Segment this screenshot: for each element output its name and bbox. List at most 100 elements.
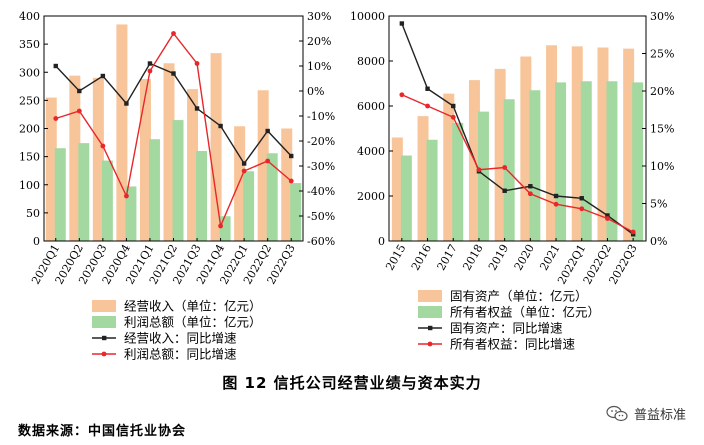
line-series-growth-a xyxy=(401,23,634,235)
point-2020 xyxy=(528,184,533,189)
watermark: 普益标准 xyxy=(606,404,686,423)
x-tick-label: 2018 xyxy=(460,242,485,273)
point-2022Q1 xyxy=(241,168,247,174)
y-tick-label: 350 xyxy=(19,38,40,51)
bar-primary-2015 xyxy=(391,137,403,241)
wechat-icon xyxy=(606,405,628,421)
bar-secondary-2021Q3 xyxy=(196,151,208,241)
figure-caption: 图 12 信托公司经营业绩与资本实力 xyxy=(222,374,482,392)
bar-secondary-2017 xyxy=(452,122,464,241)
y-tick-label: 250 xyxy=(19,94,40,107)
legend-swatch xyxy=(92,316,116,328)
bar-secondary-2022Q3 xyxy=(632,82,644,241)
y2-tick-label: -40% xyxy=(307,185,335,198)
point-2021Q2 xyxy=(171,71,176,76)
legend-label: 固有资产（单位：亿元） xyxy=(450,289,588,304)
bar-primary-2022Q2 xyxy=(597,47,609,241)
bar-secondary-2015 xyxy=(400,155,412,241)
bar-primary-2016 xyxy=(417,116,429,241)
legend-marker xyxy=(427,341,433,347)
legend-label: 固有资产：同比增速 xyxy=(450,321,563,336)
y2-tick-label: -60% xyxy=(307,235,335,248)
y2-tick-label: 0% xyxy=(650,235,667,248)
y2-tick-label: -10% xyxy=(307,110,335,123)
bar-primary-2021Q2 xyxy=(163,63,175,241)
point-2020Q2 xyxy=(77,88,82,94)
y-tick-label: 0 xyxy=(33,235,40,248)
bar-primary-2022Q3 xyxy=(281,128,293,241)
bar-primary-2021Q1 xyxy=(139,79,151,241)
x-tick-label: 2017 xyxy=(435,242,460,273)
bar-secondary-2022Q1 xyxy=(580,81,592,241)
bar-primary-2017 xyxy=(443,93,455,241)
y2-tick-label: -30% xyxy=(307,160,335,173)
legend-label: 所有者权益：同比增速 xyxy=(450,337,576,352)
legend-marker xyxy=(101,351,107,357)
point-2021Q4 xyxy=(218,223,223,229)
legend-label: 利润总额：同比增速 xyxy=(124,347,237,362)
point-2019 xyxy=(502,188,507,193)
y2-tick-label: 30% xyxy=(650,10,674,23)
x-tick-label: 2020 xyxy=(512,242,537,273)
x-tick-label: 2021 xyxy=(537,242,562,273)
point-2022Q1 xyxy=(579,206,585,212)
bar-primary-2020Q2 xyxy=(69,75,81,241)
legend-marker xyxy=(102,335,107,341)
y-tick-label: 200 xyxy=(19,123,40,136)
point-2021 xyxy=(553,193,559,199)
bar-secondary-2020Q3 xyxy=(101,160,113,241)
bar-secondary-2020Q1 xyxy=(54,148,66,241)
bar-primary-2022Q1 xyxy=(234,126,246,241)
x-tick-label: 2015 xyxy=(383,242,408,273)
y-tick-label: 6000 xyxy=(357,100,385,113)
legend-swatch xyxy=(92,300,116,312)
point-2016 xyxy=(425,103,430,109)
bar-secondary-2019 xyxy=(503,99,515,241)
legend-label: 所有者权益（单位：亿元） xyxy=(450,305,600,320)
point-2021Q2 xyxy=(171,31,176,36)
point-2022Q3 xyxy=(289,153,294,159)
point-2020Q3 xyxy=(100,73,106,79)
x-tick-label: 2019 xyxy=(486,242,511,273)
bar-primary-2021 xyxy=(546,45,558,241)
point-2015 xyxy=(399,21,405,26)
bar-secondary-2021Q4 xyxy=(219,216,231,241)
y2-tick-label: 20% xyxy=(650,85,674,98)
bar-secondary-2022Q2 xyxy=(266,153,278,241)
watermark-text: 普益标准 xyxy=(633,408,686,423)
point-2020Q4 xyxy=(124,101,129,106)
bar-primary-2021Q3 xyxy=(187,89,199,241)
y2-tick-label: 15% xyxy=(650,123,674,136)
bar-primary-2022Q2 xyxy=(257,90,269,241)
y-tick-label: 0 xyxy=(378,235,385,248)
legend-marker xyxy=(428,325,433,331)
bar-primary-2019 xyxy=(494,68,506,241)
point-2021Q3 xyxy=(194,61,200,66)
y2-tick-label: -20% xyxy=(307,135,335,148)
data-source-note: 数据来源：中国信托业协会 xyxy=(18,424,187,439)
y-tick-label: 100 xyxy=(19,179,40,192)
bar-secondary-2022Q1 xyxy=(243,171,255,241)
y-tick-label: 2000 xyxy=(357,190,385,203)
bar-primary-2021Q4 xyxy=(210,53,222,241)
point-2022Q3 xyxy=(288,178,294,184)
legend-label: 利润总额（单位：亿元） xyxy=(124,315,262,330)
legend-swatch xyxy=(418,306,442,318)
y-tick-label: 300 xyxy=(19,66,40,79)
left-chart: 0 50 100 150 200 250 300 350 400 -60% -50% -40% -30%… xyxy=(19,10,335,362)
point-2022Q3 xyxy=(630,229,636,235)
point-2022Q2 xyxy=(265,158,271,164)
bar-secondary-2021 xyxy=(555,82,567,241)
bar-primary-2022Q3 xyxy=(623,48,635,241)
bar-secondary-2016 xyxy=(426,139,438,241)
bar-secondary-2020 xyxy=(529,90,541,241)
bar-primary-2020Q4 xyxy=(116,24,128,241)
y-tick-label: 10000 xyxy=(350,10,385,23)
bar-primary-2020 xyxy=(520,56,532,241)
point-2016 xyxy=(425,86,430,91)
y2-tick-label: 20% xyxy=(307,35,331,48)
point-2020Q4 xyxy=(124,193,129,199)
bar-secondary-2022Q3 xyxy=(290,183,302,241)
y2-tick-label: 25% xyxy=(650,48,674,61)
legend-label: 经营收入（单位：亿元） xyxy=(124,299,262,314)
